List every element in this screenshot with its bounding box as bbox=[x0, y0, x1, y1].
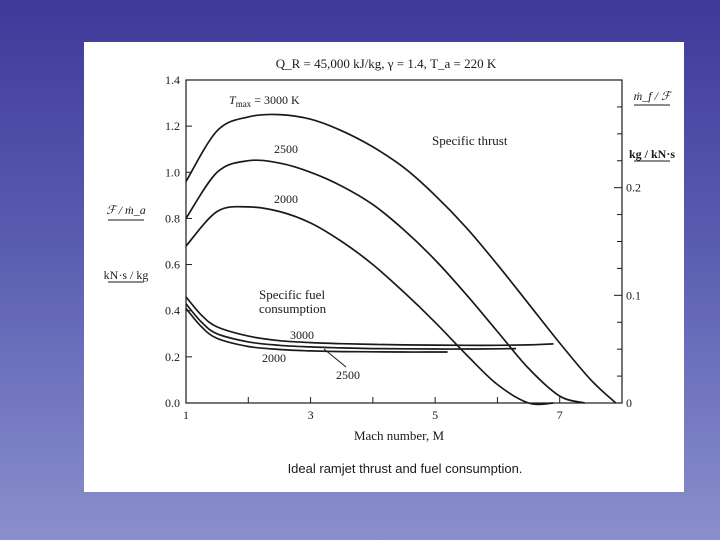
x-tick-label: 1 bbox=[183, 408, 189, 422]
left-axis-ticks: 0.0 0.2 0.4 0.6 0.8 1.0 1.2 1.4 bbox=[165, 73, 192, 410]
curve-label-2000: 2000 bbox=[274, 192, 298, 206]
left-axis-label-top: ℱ / ṁ_a bbox=[106, 203, 145, 217]
curve-label-sfc-3000: 3000 bbox=[290, 328, 314, 342]
series-line-thrust-2000 bbox=[185, 205, 554, 406]
left-tick-label: 1.4 bbox=[165, 73, 180, 87]
right-tick-label: 0.2 bbox=[626, 181, 641, 195]
left-tick-label: 0.2 bbox=[165, 350, 180, 364]
left-axis-label-units: kN·s / kg bbox=[104, 268, 149, 282]
right-tick-label: 0 bbox=[626, 396, 632, 410]
x-axis-ticks: 1 3 5 7 bbox=[183, 397, 623, 422]
right-axis-label-top: ṁ_f / ℱ bbox=[634, 89, 673, 103]
chart-title: Q_R = 45,000 kJ/kg, γ = 1.4, T_a = 220 K bbox=[276, 56, 497, 71]
left-tick-label: 1.2 bbox=[165, 119, 180, 133]
x-tick-label: 5 bbox=[432, 408, 438, 422]
right-axis-label-units: kg / kN·s bbox=[629, 147, 675, 161]
curve-label-2500: 2500 bbox=[274, 142, 298, 156]
curve-leader-sfc-2500 bbox=[323, 348, 347, 368]
curve-label-sfc-2000: 2000 bbox=[262, 351, 286, 365]
left-tick-label: 0.4 bbox=[165, 304, 180, 318]
slide-panel: Q_R = 45,000 kJ/kg, γ = 1.4, T_a = 220 K… bbox=[84, 42, 684, 492]
curve-label-sfc-2500: 2500 bbox=[336, 368, 360, 382]
ramjet-chart: Q_R = 45,000 kJ/kg, γ = 1.4, T_a = 220 K… bbox=[104, 56, 676, 476]
x-tick-label: 7 bbox=[557, 408, 563, 422]
series-line-sfc-2000 bbox=[185, 307, 448, 353]
curve-label-tmax-subscript: max bbox=[236, 99, 252, 109]
left-tick-label: 0.6 bbox=[165, 258, 180, 272]
annotation-specific-fuel-consumption: Specific fuel consumption bbox=[259, 287, 327, 316]
series-line-sfc-3000 bbox=[185, 296, 554, 347]
figure-caption: Ideal ramjet thrust and fuel consumption… bbox=[288, 461, 523, 476]
x-axis-label: Mach number, M bbox=[354, 428, 445, 443]
right-tick-label: 0.1 bbox=[626, 288, 641, 302]
left-tick-label: 1.0 bbox=[165, 165, 180, 179]
curve-label-tmax-3000: Tmax = 3000 K bbox=[229, 93, 300, 109]
series-line-thrust-2500 bbox=[185, 159, 585, 404]
series-group bbox=[185, 113, 617, 406]
right-axis-label: ṁ_f / ℱ kg / kN·s bbox=[629, 89, 675, 162]
plot-frame bbox=[185, 79, 623, 404]
annotation-specific-thrust: Specific thrust bbox=[432, 133, 508, 148]
right-axis-ticks: 0 0.1 0.2 bbox=[614, 79, 641, 410]
x-tick-label: 3 bbox=[308, 408, 314, 422]
series-line-thrust-3000 bbox=[185, 113, 617, 404]
series-line-sfc-2500 bbox=[185, 303, 517, 350]
annotation-sfc-line: Specific fuel bbox=[259, 287, 325, 302]
left-tick-label: 0.8 bbox=[165, 211, 180, 225]
left-axis-label: ℱ / ṁ_a kN·s / kg bbox=[104, 203, 149, 283]
left-tick-label: 0.0 bbox=[165, 396, 180, 410]
curve-label-tmax-symbol: T bbox=[229, 93, 237, 107]
annotation-sfc-line: consumption bbox=[259, 301, 327, 316]
curve-label-tmax-value: = 3000 K bbox=[251, 93, 300, 107]
